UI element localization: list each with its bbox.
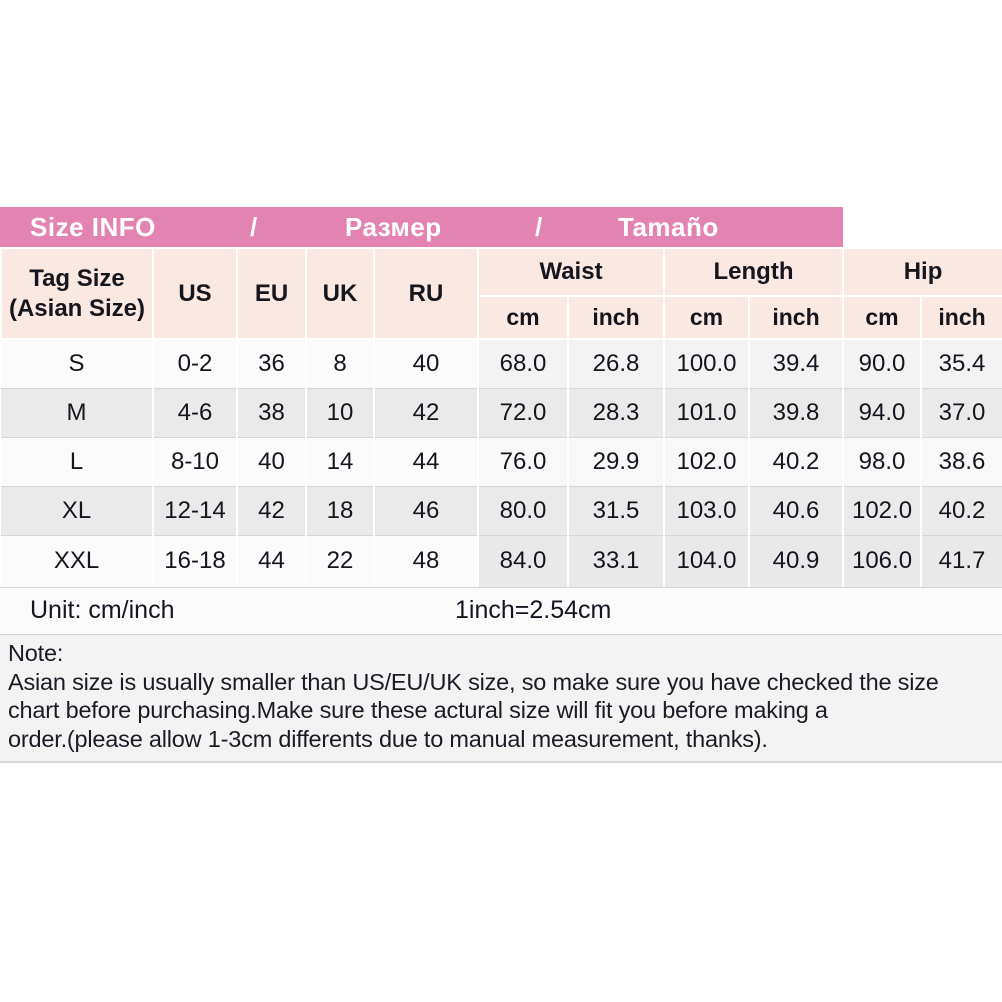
banner-title-russian: Размер [345, 212, 442, 242]
subheader-waist-inch: inch [567, 295, 665, 340]
cell-us: 16-18 [153, 534, 238, 587]
cell-ru: 44 [374, 436, 479, 486]
cell-length_inch: 40.6 [749, 485, 845, 535]
subheader-waist-cm: cm [477, 295, 569, 340]
group-header-hip: Hip [842, 247, 1002, 297]
tag-size-line2: (Asian Size) [8, 294, 146, 322]
cell-tag: M [1, 387, 154, 437]
cell-length_inch: 39.4 [749, 338, 845, 388]
banner-separator: / [535, 212, 543, 242]
cell-eu: 44 [237, 534, 307, 587]
cell-uk: 18 [306, 485, 375, 535]
size-table-header: Tag Size (Asian Size) US EU UK RU Waist … [0, 247, 1002, 340]
cell-hip_inch: 35.4 [921, 338, 1002, 388]
cell-waist_cm: 68.0 [478, 338, 569, 388]
subheader-length-cm: cm [663, 295, 750, 340]
column-header-tag-size: Tag Size (Asian Size) [0, 247, 154, 340]
cell-tag: XL [1, 485, 154, 535]
cell-hip_cm: 94.0 [843, 387, 923, 437]
cell-ru: 40 [374, 338, 479, 388]
cell-waist_inch: 28.3 [568, 387, 665, 437]
table-row: L 8-10 40 14 44 76.0 29.9 102.0 40.2 98.0 38.6 [1, 436, 1002, 486]
table-row: M 4-6 38 10 42 72.0 28.3 101.0 39.8 94.0 37.0 [1, 387, 1002, 437]
cell-hip_inch: 37.0 [921, 387, 1002, 437]
cell-uk: 8 [306, 338, 375, 388]
banner-separator: / [250, 212, 258, 242]
size-table-body: S 0-2 36 8 40 68.0 26.8 100.0 39.4 90.0 35.4 M 4-6 38… [1, 338, 1002, 587]
title-banner: Size INFO / Размер / Tamaño [0, 207, 1002, 247]
banner-pink-bar [0, 207, 843, 247]
cell-length_cm: 104.0 [664, 534, 750, 587]
cell-tag: XXL [1, 534, 154, 587]
cell-hip_cm: 102.0 [843, 485, 923, 535]
size-table: Tag Size (Asian Size) US EU UK RU Waist … [0, 247, 1002, 587]
cell-length_inch: 40.9 [749, 534, 845, 587]
cell-hip_cm: 98.0 [843, 436, 923, 486]
cell-length_cm: 103.0 [664, 485, 750, 535]
cell-length_cm: 100.0 [664, 338, 750, 388]
cell-hip_inch: 40.2 [921, 485, 1002, 535]
cell-waist_inch: 26.8 [568, 338, 665, 388]
cell-waist_inch: 31.5 [568, 485, 665, 535]
note-line: order.(please allow 1-3cm differents due… [8, 725, 768, 752]
group-header-length: Length [662, 247, 845, 297]
cell-hip_cm: 90.0 [843, 338, 923, 388]
table-row: XXL 16-18 44 22 48 84.0 33.1 104.0 40.9 106.0 41.7 [1, 534, 1002, 587]
column-header-ru: RU [373, 247, 479, 340]
subheader-hip-cm: cm [842, 295, 923, 340]
cell-length_inch: 40.2 [749, 436, 845, 486]
conversion-text: 1inch=2.54cm [455, 596, 612, 624]
cell-eu: 40 [237, 436, 307, 486]
column-header-uk: UK [305, 247, 375, 340]
cell-length_inch: 39.8 [749, 387, 845, 437]
cell-uk: 14 [306, 436, 375, 486]
banner-title-spanish: Tamaño [618, 212, 719, 242]
column-header-eu: EU [236, 247, 307, 340]
cell-ru: 46 [374, 485, 479, 535]
table-row: S 0-2 36 8 40 68.0 26.8 100.0 39.4 90.0 35.4 [1, 338, 1002, 388]
note-title: Note: [8, 640, 64, 666]
cell-hip_inch: 38.6 [921, 436, 1002, 486]
banner-title-english: Size INFO [30, 212, 156, 242]
cell-ru: 42 [374, 387, 479, 437]
unit-bar: Unit: cm/inch 1inch=2.54cm [0, 587, 1002, 635]
tag-size-line1: Tag Size [29, 264, 125, 292]
cell-us: 8-10 [153, 436, 238, 486]
group-header-waist: Waist [477, 247, 665, 297]
subheader-length-inch: inch [747, 295, 845, 340]
cell-eu: 38 [237, 387, 307, 437]
size-chart-sheet: Size INFO / Размер / Tamaño Tag Size (As… [0, 207, 1002, 763]
cell-waist_cm: 84.0 [478, 534, 569, 587]
unit-label: Unit: cm/inch [30, 596, 175, 624]
cell-waist_inch: 33.1 [568, 534, 665, 587]
column-header-us: US [152, 247, 238, 340]
cell-us: 0-2 [153, 338, 238, 388]
cell-tag: L [1, 436, 154, 486]
cell-waist_inch: 29.9 [568, 436, 665, 486]
cell-us: 12-14 [153, 485, 238, 535]
subheader-hip-inch: inch [920, 295, 1002, 340]
cell-eu: 36 [237, 338, 307, 388]
cell-uk: 10 [306, 387, 375, 437]
table-row: XL 12-14 42 18 46 80.0 31.5 103.0 40.6 102.0 40.2 [1, 485, 1002, 535]
cell-length_cm: 102.0 [664, 436, 750, 486]
cell-hip_inch: 41.7 [921, 534, 1002, 587]
cell-waist_cm: 80.0 [478, 485, 569, 535]
note-line: Asian size is usually smaller than US/EU… [8, 668, 939, 695]
cell-tag: S [1, 338, 154, 388]
cell-ru: 48 [374, 534, 479, 587]
cell-hip_cm: 106.0 [843, 534, 923, 587]
cell-length_cm: 101.0 [664, 387, 750, 437]
cell-uk: 22 [306, 534, 375, 587]
note-block: Note: Asian size is usually smaller than… [0, 635, 1002, 763]
cell-eu: 42 [237, 485, 307, 535]
cell-waist_cm: 76.0 [478, 436, 569, 486]
cell-waist_cm: 72.0 [478, 387, 569, 437]
cell-us: 4-6 [153, 387, 238, 437]
note-line: chart before purchasing.Make sure these … [8, 697, 828, 723]
